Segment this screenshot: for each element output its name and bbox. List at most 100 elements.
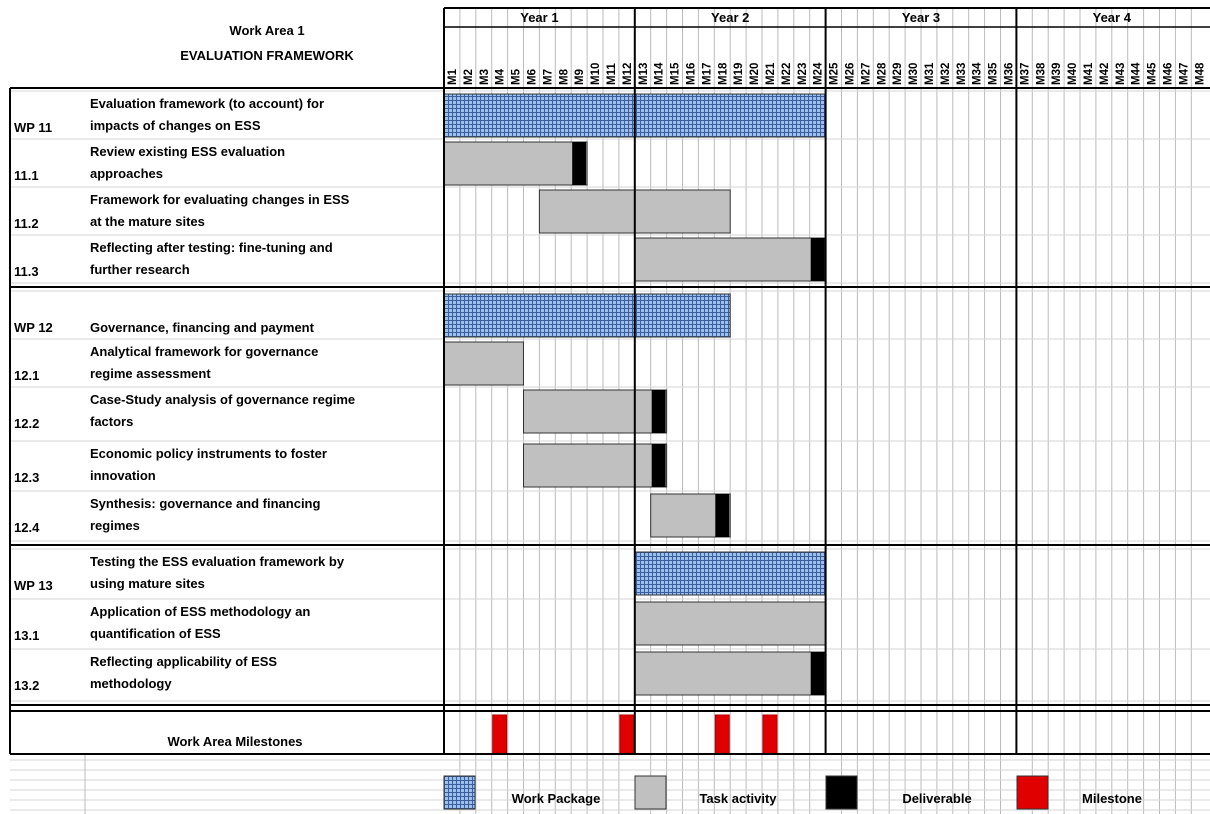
task-title: factors	[90, 414, 133, 429]
deliverable-marker	[651, 444, 666, 487]
year-label: Year 1	[520, 10, 558, 25]
work-package-id: WP 12	[14, 320, 53, 335]
month-label: M20	[749, 63, 761, 85]
month-label: M22	[781, 63, 793, 85]
month-label: M43	[1115, 63, 1127, 85]
month-label: M3	[479, 69, 491, 85]
month-label: M24	[813, 62, 825, 85]
legend-swatch-wp	[443, 775, 476, 810]
work-package-id: WP 13	[14, 578, 53, 593]
task-id: 11.2	[14, 216, 39, 231]
month-label: M41	[1083, 62, 1095, 85]
month-label: M26	[844, 63, 856, 85]
deliverable-marker	[715, 494, 730, 537]
month-label: M28	[876, 62, 888, 85]
text-layer: Work Area 1 EVALUATION FRAMEWORK Work Ar…	[14, 10, 1206, 749]
month-label: M47	[1178, 63, 1190, 85]
task-title: approaches	[90, 166, 163, 181]
month-label: M45	[1147, 62, 1159, 85]
month-label: M16	[685, 63, 697, 85]
task-title: Case-Study analysis of governance regime	[90, 392, 355, 407]
work-package-title: using mature sites	[90, 576, 205, 591]
work-package-title: Evaluation framework (to account) for	[90, 96, 324, 111]
legend-swatch-deliverable	[825, 775, 858, 810]
deliverable-marker	[572, 142, 587, 185]
month-label: M27	[860, 63, 872, 85]
month-label: M46	[1162, 63, 1174, 85]
month-label: M48	[1194, 62, 1206, 85]
legend: Work Package Task activity Deliverable Mile…	[443, 775, 1142, 810]
milestone-marker	[619, 714, 635, 754]
task-id: 12.1	[14, 368, 39, 383]
task-title: Reflecting applicability of ESS	[90, 654, 277, 669]
work-package-title: impacts of changes on ESS	[90, 118, 261, 133]
legend-label-deliverable: Deliverable	[902, 791, 971, 806]
milestone-marker	[714, 714, 730, 754]
work-area-subtitle: EVALUATION FRAMEWORK	[180, 48, 354, 63]
year-label: Year 3	[902, 10, 940, 25]
month-label: M9	[574, 69, 586, 85]
month-label: M42	[1099, 63, 1111, 85]
task-title: Synthesis: governance and financing	[90, 496, 320, 511]
month-label: M14	[654, 62, 666, 85]
month-label: M23	[797, 63, 809, 85]
work-package-bar	[443, 293, 731, 338]
month-label: M4	[495, 68, 507, 85]
month-label: M17	[701, 63, 713, 85]
task-bar	[443, 141, 588, 186]
deliverable-marker	[810, 238, 825, 281]
task-title: Analytical framework for governance	[90, 344, 318, 359]
month-label: M35	[988, 62, 1000, 85]
month-label: M6	[526, 69, 538, 85]
month-label: M33	[956, 63, 968, 85]
year-label: Year 2	[711, 10, 749, 25]
work-package-id: WP 11	[14, 120, 52, 135]
deliverable-marker	[810, 652, 825, 695]
month-label: M13	[638, 63, 650, 85]
legend-label-task: Task activity	[699, 791, 777, 806]
task-bar	[634, 237, 827, 282]
bars-layer	[443, 93, 827, 754]
month-label: M29	[892, 63, 904, 85]
task-bar	[634, 601, 827, 646]
lines-layer	[9, 7, 1210, 755]
task-title: innovation	[90, 468, 156, 483]
month-label: M30	[908, 63, 920, 85]
milestone-marker	[492, 714, 508, 754]
task-id: 12.4	[14, 520, 40, 535]
work-package-title: Testing the ESS evaluation framework by	[90, 554, 345, 569]
task-bar	[634, 651, 827, 696]
month-label: M31	[924, 62, 936, 85]
legend-swatch-milestone	[1016, 775, 1049, 810]
task-title: Economic policy instruments to foster	[90, 446, 327, 461]
task-title: Application of ESS methodology an	[90, 604, 310, 619]
month-label: M32	[940, 63, 952, 85]
task-title: regimes	[90, 518, 140, 533]
task-id: 11.1	[14, 168, 39, 183]
task-title: further research	[90, 262, 190, 277]
month-label: M25	[829, 62, 841, 85]
work-package-bar	[634, 551, 827, 596]
month-label: M21	[765, 62, 777, 85]
legend-label-wp: Work Package	[512, 791, 601, 806]
month-label: M10	[590, 63, 602, 85]
month-label: M37	[1019, 63, 1031, 85]
month-label: M7	[542, 69, 554, 85]
task-id: 11.3	[14, 264, 39, 279]
task-title: Framework for evaluating changes in ESS	[90, 192, 350, 207]
task-title: Reflecting after testing: fine-tuning an…	[90, 240, 333, 255]
month-label: M40	[1067, 63, 1079, 85]
task-bar	[523, 443, 668, 488]
work-area-title: Work Area 1	[229, 23, 304, 38]
task-id: 12.3	[14, 470, 39, 485]
month-label: M11	[606, 63, 618, 85]
milestone-marker	[762, 714, 778, 754]
task-id: 13.1	[14, 628, 39, 643]
month-label: M34	[972, 62, 984, 85]
month-label: M12	[622, 63, 634, 85]
month-label: M2	[463, 69, 475, 85]
task-id: 13.2	[14, 678, 39, 693]
task-id: 12.2	[14, 416, 39, 431]
legend-label-milestone: Milestone	[1082, 791, 1142, 806]
